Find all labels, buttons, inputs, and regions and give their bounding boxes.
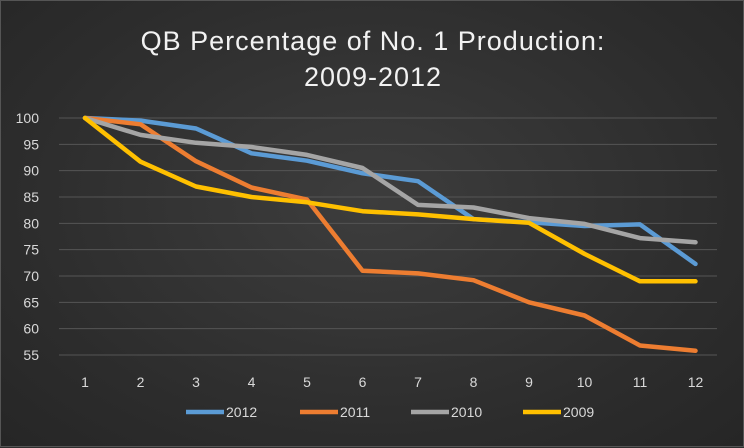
legend-label-2009: 2009 <box>563 404 594 420</box>
series-line-2010 <box>82 115 698 245</box>
x-tick-label-4: 4 <box>248 374 256 390</box>
x-tick-label-10: 10 <box>577 374 593 390</box>
legend-label-2010: 2010 <box>451 404 482 420</box>
legend-label-2012: 2012 <box>226 404 257 420</box>
y-tick-label-85: 85 <box>23 189 39 205</box>
x-tick-label-5: 5 <box>303 374 311 390</box>
x-tick-label-6: 6 <box>359 374 367 390</box>
y-tick-label-75: 75 <box>23 242 39 258</box>
series-line-2011 <box>82 115 698 354</box>
y-tick-label-90: 90 <box>23 163 39 179</box>
y-tick-label-95: 95 <box>23 136 39 152</box>
y-tick-label-65: 65 <box>23 294 39 310</box>
x-tick-label-1: 1 <box>81 374 89 390</box>
x-tick-label-9: 9 <box>525 374 533 390</box>
chart-title-line-2: 2009-2012 <box>303 62 443 92</box>
legend-label-2011: 2011 <box>340 404 370 420</box>
series-line-2009 <box>82 115 698 284</box>
y-tick-label-60: 60 <box>23 321 39 337</box>
x-tick-label-8: 8 <box>470 374 478 390</box>
x-tick-label-12: 12 <box>688 374 704 390</box>
x-tick-label-11: 11 <box>633 374 648 390</box>
x-tick-label-3: 3 <box>192 374 200 390</box>
y-tick-label-100: 100 <box>16 110 40 126</box>
y-tick-label-70: 70 <box>23 268 39 284</box>
y-tick-label-55: 55 <box>23 347 39 363</box>
chart-title: QB Percentage of No. 1 Production: 2009-… <box>1 23 744 95</box>
x-tick-label-2: 2 <box>137 374 145 390</box>
x-tick-label-7: 7 <box>414 374 422 390</box>
chart-title-line-1: QB Percentage of No. 1 Production: <box>140 26 606 56</box>
y-tick-label-80: 80 <box>23 215 39 231</box>
